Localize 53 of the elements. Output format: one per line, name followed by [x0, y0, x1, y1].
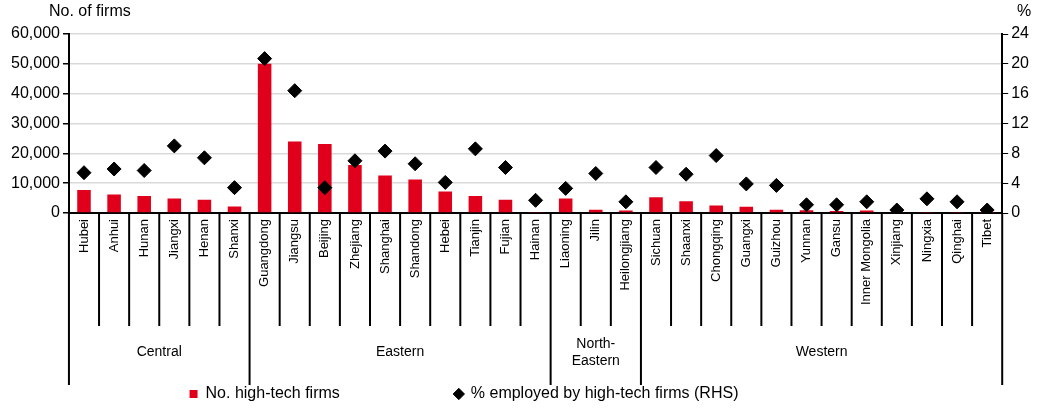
- x-tick-label: Shandong: [406, 219, 422, 279]
- y2-tick-label: 24: [1011, 24, 1030, 42]
- x-tick-label: Fujian: [497, 219, 513, 255]
- y2-axis-title: %: [1017, 2, 1032, 20]
- y-tick-label: 20,000: [11, 143, 61, 161]
- x-tick-label: Hubei: [75, 218, 91, 253]
- x-tick-label: Yunnan: [798, 219, 814, 264]
- x-tick-label: Heilongjiang: [617, 219, 633, 291]
- x-tick-label: Shanghai: [376, 218, 392, 274]
- text: Western: [795, 342, 848, 359]
- x-tick-label: Shaanxi: [677, 218, 693, 266]
- x-tick-label: Zhejiang: [346, 219, 362, 269]
- x-tick-label: Jiangsu: [286, 219, 302, 264]
- x-tick-label: Inner Mongolia: [858, 218, 874, 305]
- x-tick-label: Jilin: [587, 219, 603, 242]
- x-tick-label: Henan: [195, 219, 211, 258]
- x-tick-label: Xinjiang: [888, 219, 904, 266]
- x-tick-label: Sichuan: [647, 219, 663, 266]
- y-axis-title: No. of firms: [48, 2, 131, 20]
- y2-tick-label: 20: [1011, 54, 1030, 72]
- x-tick-label: Guangxi: [737, 218, 753, 268]
- y-tick-label: 30,000: [11, 113, 61, 131]
- y-tick-label: 0: [51, 203, 61, 221]
- x-tick-label: Guangdong: [256, 219, 272, 287]
- x-tick-label: Beijing: [316, 219, 332, 259]
- x-tick-label: Qinghai: [948, 218, 964, 264]
- legend-label: % employed by high-tech firms (RHS): [470, 384, 851, 402]
- x-tick-label: Hainan: [527, 219, 543, 261]
- text: North-Eastern: [571, 334, 620, 368]
- x-tick-label: Liaoning: [557, 219, 573, 269]
- x-tick-label: Hebei: [436, 218, 452, 253]
- y-tick-label: 10,000: [11, 173, 61, 191]
- x-tick-label: Tianjin: [466, 219, 482, 257]
- y2-tick-label: 16: [1011, 84, 1030, 102]
- y-tick-label: 50,000: [11, 54, 61, 72]
- y2-tick-label: 8: [1011, 143, 1021, 161]
- x-tick-label: Anhui: [105, 218, 121, 253]
- x-tick-label: Gansu: [828, 219, 844, 258]
- x-tick-label: Jiangxi: [165, 218, 181, 260]
- y2-tick-label: 0: [1011, 203, 1021, 221]
- x-tick-label: Chongqing: [707, 219, 723, 282]
- legend-label: No. high-tech firms: [205, 384, 452, 402]
- y2-tick-label: 12: [1011, 113, 1030, 131]
- x-tick-label: Ningxia: [918, 218, 934, 263]
- y-tick-label: 40,000: [11, 84, 61, 102]
- x-tick-label: Tibet: [978, 218, 994, 248]
- text: Eastern: [375, 342, 425, 359]
- y2-tick-label: 4: [1011, 173, 1021, 191]
- x-tick-label: Shanxi: [226, 218, 242, 259]
- x-tick-label: Hunan: [135, 219, 151, 258]
- text: Central: [136, 342, 182, 359]
- y-tick-label: 60,000: [11, 24, 61, 42]
- x-tick-label: Guizhou: [767, 219, 783, 268]
